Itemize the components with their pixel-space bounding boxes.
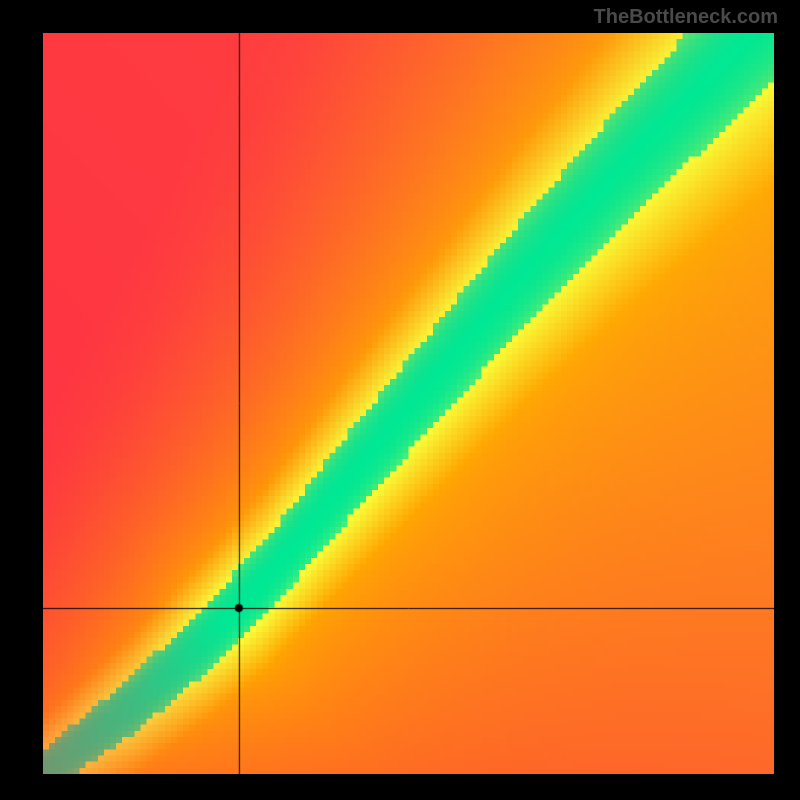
watermark-text: TheBottleneck.com — [594, 6, 778, 29]
chart-container: TheBottleneck.com — [0, 0, 800, 800]
crosshair-overlay — [43, 33, 774, 774]
heatmap-plot — [43, 33, 774, 774]
